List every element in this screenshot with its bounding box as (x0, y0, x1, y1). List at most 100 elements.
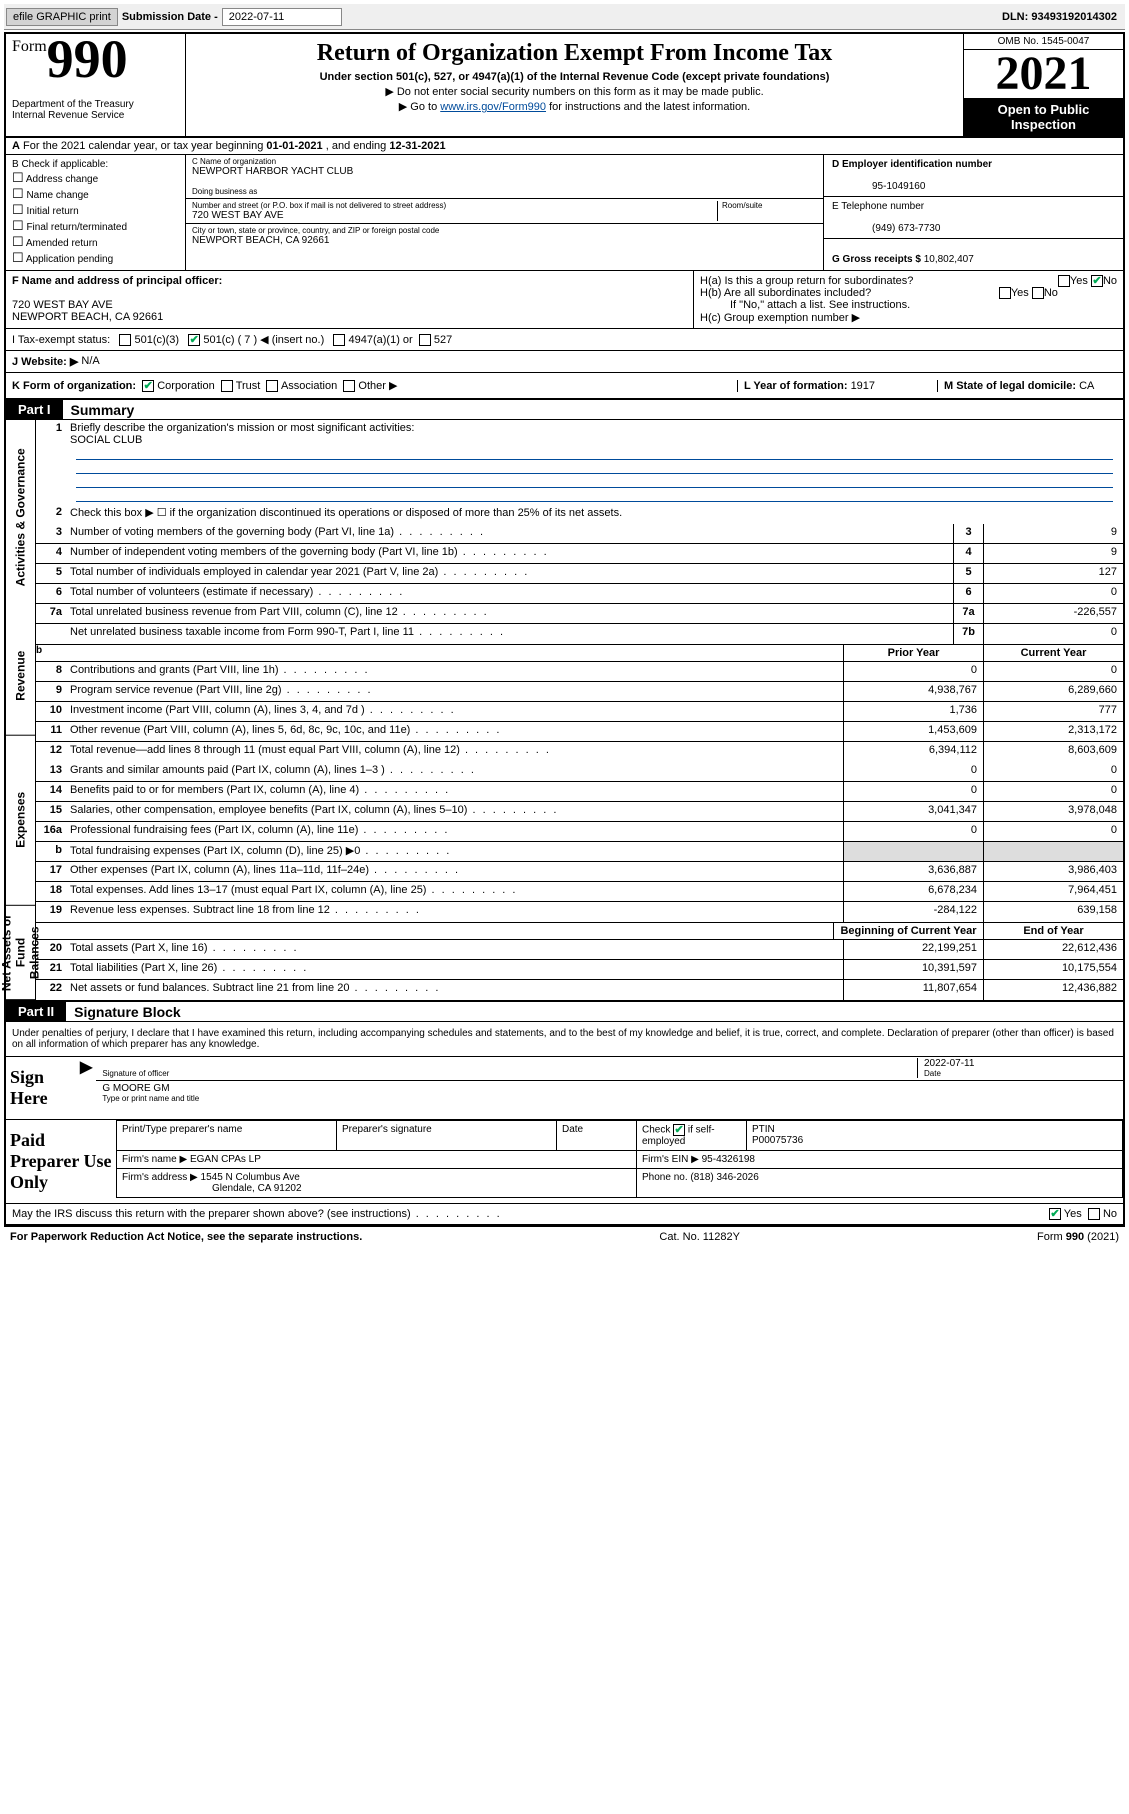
chk-527[interactable] (419, 334, 431, 346)
table-row: 9Program service revenue (Part VIII, lin… (36, 682, 1123, 702)
table-row: 4Number of independent voting members of… (36, 544, 1123, 564)
table-row: 22Net assets or fund balances. Subtract … (36, 980, 1123, 1000)
chk-initial[interactable]: ☐ Initial return (12, 202, 179, 218)
cat-no: Cat. No. 11282Y (659, 1231, 740, 1243)
irs-link[interactable]: www.irs.gov/Form990 (440, 101, 546, 113)
firm-phone-cell: Phone no. (818) 346-2026 (637, 1169, 1123, 1198)
table-row: 16aProfessional fundraising fees (Part I… (36, 822, 1123, 842)
submission-date: 2022-07-11 (222, 8, 342, 26)
gross-receipts-cell: G Gross receipts $ 10,802,407 (824, 239, 1123, 269)
table-row: 19Revenue less expenses. Subtract line 1… (36, 902, 1123, 922)
ha-yes[interactable] (1058, 275, 1070, 287)
hb-no[interactable] (1032, 287, 1044, 299)
hb-note: If "No," attach a list. See instructions… (700, 299, 1117, 311)
dept-label: Department of the Treasury (12, 99, 179, 110)
firm-name-cell: Firm's name ▶ EGAN CPAs LP (117, 1151, 637, 1169)
table-row: 8Contributions and grants (Part VIII, li… (36, 662, 1123, 682)
header-left: Form990 Department of the Treasury Inter… (6, 34, 186, 136)
principal-officer: F Name and address of principal officer:… (6, 271, 693, 328)
part2-title: Signature Block (66, 1004, 181, 1020)
col-de: D Employer identification number 95-1049… (823, 155, 1123, 270)
prep-name-hdr: Print/Type preparer's name (117, 1121, 337, 1151)
chk-corp[interactable] (142, 380, 154, 392)
chk-501c[interactable] (188, 334, 200, 346)
part1-tag: Part I (6, 400, 63, 419)
officer-sig-line: Signature of officer 2022-07-11 Date (96, 1057, 1123, 1081)
table-row: 18Total expenses. Add lines 13–17 (must … (36, 882, 1123, 902)
phone-cell: E Telephone number (949) 673-7730 (824, 197, 1123, 239)
table-row: 15Salaries, other compensation, employee… (36, 802, 1123, 822)
mission-text: SOCIAL CLUB (70, 434, 142, 446)
sign-here-block: Sign Here ▶ Signature of officer 2022-07… (6, 1056, 1123, 1120)
efile-print-button[interactable]: efile GRAPHIC print (6, 8, 118, 26)
irs-label: Internal Revenue Service (12, 110, 179, 121)
col-c-org-info: C Name of organization NEWPORT HARBOR YA… (186, 155, 823, 270)
org-street: 720 WEST BAY AVE (192, 210, 717, 221)
chk-trust[interactable] (221, 380, 233, 392)
table-row: 21Total liabilities (Part X, line 26) 10… (36, 960, 1123, 980)
prep-sig-hdr: Preparer's signature (337, 1121, 557, 1151)
chk-pending[interactable]: ☐ Application pending (12, 250, 179, 266)
mission-row: 1 Briefly describe the organization's mi… (36, 420, 1123, 504)
chk-assoc[interactable] (266, 380, 278, 392)
tax-year: 2021 (964, 50, 1123, 98)
part1-header: Part I Summary (6, 400, 1123, 420)
row-a-tax-year: A For the 2021 calendar year, or tax yea… (6, 138, 1123, 155)
table-row: 3Number of voting members of the governi… (36, 524, 1123, 544)
vlabel-gov: Activities & Governance (6, 420, 35, 615)
vlabel-exp: Expenses (6, 735, 35, 906)
chk-other[interactable] (343, 380, 355, 392)
rev-col-header: b Prior YearCurrent Year (36, 644, 1123, 662)
table-row: 17Other expenses (Part IX, column (A), l… (36, 862, 1123, 882)
form-title: Return of Organization Exempt From Incom… (192, 40, 957, 67)
chk-name[interactable]: ☐ Name change (12, 186, 179, 202)
table-row: 6Total number of volunteers (estimate if… (36, 584, 1123, 604)
hb-yes[interactable] (999, 287, 1011, 299)
form-subtitle: Under section 501(c), 527, or 4947(a)(1)… (192, 71, 957, 83)
chk-amended[interactable]: ☐ Amended return (12, 234, 179, 250)
street-cell: Number and street (or P.O. box if mail i… (186, 199, 823, 224)
may-discuss-row: May the IRS discuss this return with the… (6, 1204, 1123, 1224)
ha-no[interactable] (1091, 275, 1103, 287)
pra-notice: For Paperwork Reduction Act Notice, see … (10, 1231, 362, 1243)
summary-table: Activities & Governance Revenue Expenses… (6, 420, 1123, 1002)
col-b-checkboxes: B Check if applicable: ☐ Address change … (6, 155, 186, 270)
header-middle: Return of Organization Exempt From Incom… (186, 34, 963, 136)
preparer-table: Print/Type preparer's name Preparer's si… (116, 1120, 1123, 1198)
ein-cell: D Employer identification number 95-1049… (824, 155, 1123, 197)
city-cell: City or town, state or province, country… (186, 224, 823, 248)
col-b-title: B Check if applicable: (12, 159, 179, 170)
table-row: 12Total revenue—add lines 8 through 11 (… (36, 742, 1123, 762)
part2-header: Part II Signature Block (6, 1002, 1123, 1022)
page-footer: For Paperwork Reduction Act Notice, see … (4, 1226, 1125, 1247)
vertical-labels: Activities & Governance Revenue Expenses… (6, 420, 36, 1000)
submission-label: Submission Date - (122, 11, 218, 23)
chk-self-employed[interactable] (673, 1124, 685, 1136)
form-number: Form990 (12, 38, 179, 81)
form-header: Form990 Department of the Treasury Inter… (6, 34, 1123, 138)
dln-field: DLN: 93493192014302 (1002, 11, 1123, 23)
row-j-website: J Website: ▶ N/A (6, 351, 1123, 373)
table-row: bTotal fundraising expenses (Part IX, co… (36, 842, 1123, 862)
row-i-tax-status: I Tax-exempt status: 501(c)(3) 501(c) ( … (6, 329, 1123, 351)
chk-501c3[interactable] (119, 334, 131, 346)
vlabel-net: Net Assets or Fund Balances (6, 906, 35, 1000)
discuss-no[interactable] (1088, 1208, 1100, 1220)
firm-ein-cell: Firm's EIN ▶ 95-4326198 (637, 1151, 1123, 1169)
discuss-yes[interactable] (1049, 1208, 1061, 1220)
chk-address[interactable]: ☐ Address change (12, 170, 179, 186)
penalty-text: Under penalties of perjury, I declare th… (6, 1022, 1123, 1056)
part2-tag: Part II (6, 1002, 66, 1021)
officer-name-line: G MOORE GM Type or print name and title (96, 1081, 1123, 1105)
form-note2: ▶ Go to www.irs.gov/Form990 for instruct… (192, 100, 957, 113)
table-row: 20Total assets (Part X, line 16) 22,199,… (36, 940, 1123, 960)
ptin-cell: PTINP00075736 (747, 1121, 1123, 1151)
table-row: 5Total number of individuals employed in… (36, 564, 1123, 584)
sign-here-label: Sign Here (6, 1057, 76, 1119)
summary-rows: 1 Briefly describe the organization's mi… (36, 420, 1123, 1000)
chk-final[interactable]: ☐ Final return/terminated (12, 218, 179, 234)
org-city: NEWPORT BEACH, CA 92661 (192, 235, 817, 246)
header-right: OMB No. 1545-0047 2021 Open to Public In… (963, 34, 1123, 136)
chk-4947[interactable] (333, 334, 345, 346)
table-row: 13Grants and similar amounts paid (Part … (36, 762, 1123, 782)
